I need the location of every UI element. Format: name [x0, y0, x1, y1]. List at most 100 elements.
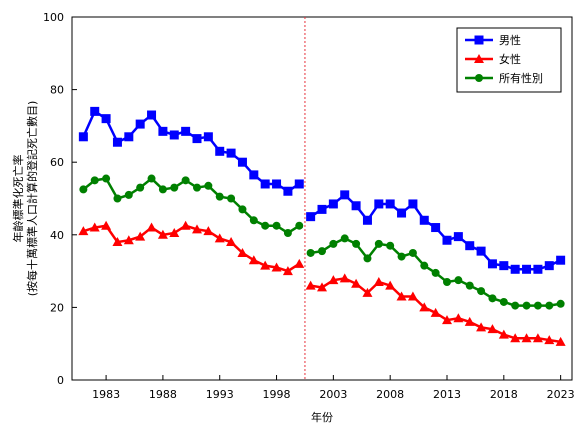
circle-marker	[261, 221, 270, 230]
y-tick-label: 20	[50, 301, 64, 314]
circle-marker	[533, 301, 542, 310]
square-marker	[147, 110, 157, 120]
y-tick-label: 0	[57, 374, 64, 387]
triangle-marker	[430, 307, 441, 317]
square-marker	[181, 126, 191, 136]
square-marker	[215, 146, 225, 156]
circle-marker	[545, 301, 554, 310]
triangle-marker	[419, 302, 430, 312]
data-series	[78, 106, 566, 346]
circle-marker	[181, 176, 190, 185]
triangle-marker	[260, 260, 271, 270]
square-marker	[362, 215, 372, 225]
square-marker	[90, 106, 100, 116]
triangle-marker	[214, 233, 225, 243]
y-tick-label: 60	[50, 156, 64, 169]
legend-label: 女性	[499, 52, 521, 66]
circle-marker	[488, 294, 497, 303]
triangle-marker	[282, 266, 293, 276]
x-tick-label: 2013	[433, 388, 461, 401]
square-marker	[294, 179, 304, 189]
square-marker	[158, 126, 168, 136]
triangle-marker	[305, 280, 316, 290]
circle-marker	[113, 194, 122, 203]
x-tick-label: 2003	[319, 388, 347, 401]
y-tick-label: 80	[50, 84, 64, 97]
triangle-marker	[351, 278, 362, 288]
y-axis-title-line: 年齡標準化死亡率	[11, 155, 25, 243]
circle-marker	[522, 301, 531, 310]
axis-ticks: 0 20 40 60 80 100 1983 1988 1993 1998 2003 2008 2013…	[43, 11, 575, 401]
square-marker	[453, 232, 463, 242]
circle-marker	[79, 185, 88, 194]
circle-marker	[170, 183, 179, 192]
series-line	[309, 193, 562, 271]
y-tick-label: 100	[43, 11, 64, 24]
square-marker	[78, 132, 88, 142]
square-marker	[374, 199, 384, 209]
square-marker	[328, 199, 338, 209]
triangle-marker	[226, 237, 237, 247]
circle-marker	[249, 216, 258, 225]
triangle-marker	[294, 258, 305, 268]
triangle-marker	[192, 224, 202, 234]
circle-marker	[374, 239, 383, 248]
square-marker	[474, 35, 484, 45]
triangle-marker	[407, 291, 418, 301]
circle-marker	[397, 252, 406, 261]
circle-marker	[363, 254, 372, 263]
circle-marker	[318, 247, 326, 256]
x-tick-label: 1998	[263, 388, 291, 401]
square-marker	[556, 255, 566, 265]
triangle-marker	[442, 315, 452, 325]
x-tick-label: 1983	[92, 388, 120, 401]
triangle-marker	[89, 222, 100, 232]
x-tick-label: 1988	[149, 388, 177, 401]
circle-marker	[227, 194, 236, 203]
circle-marker	[136, 183, 145, 192]
triangle-marker	[544, 335, 555, 345]
triangle-marker	[396, 291, 407, 301]
circle-marker	[147, 174, 156, 183]
triangle-marker	[487, 324, 498, 334]
square-marker	[419, 215, 429, 225]
square-marker	[351, 201, 361, 211]
triangle-marker	[248, 255, 259, 265]
square-marker	[124, 132, 134, 142]
circle-marker	[283, 228, 292, 237]
triangle-marker	[510, 333, 521, 343]
y-axis-title: 年齡標準化死亡率 (按每十萬標準人口計算的登記死亡數目)	[11, 101, 39, 297]
square-marker	[397, 208, 407, 218]
circle-marker	[386, 241, 395, 250]
triangle-marker	[555, 336, 566, 346]
triangle-marker	[101, 220, 112, 230]
square-marker	[431, 223, 441, 233]
square-marker	[465, 241, 475, 251]
legend-label: 所有性別	[499, 71, 543, 85]
series-line	[82, 109, 300, 193]
square-marker	[544, 261, 554, 271]
y-axis-title-line: (按每十萬標準人口計算的登記死亡數目)	[25, 101, 39, 297]
square-marker	[226, 148, 236, 158]
square-marker	[476, 246, 486, 256]
triangle-marker	[385, 280, 396, 290]
square-marker	[306, 212, 316, 222]
circle-marker	[454, 276, 463, 285]
x-tick-label: 1993	[206, 388, 234, 401]
circle-marker	[102, 174, 111, 183]
circle-marker	[329, 239, 338, 248]
triangle-marker	[123, 235, 134, 245]
triangle-marker	[237, 247, 248, 257]
circle-marker	[340, 234, 349, 243]
triangle-marker	[474, 54, 484, 63]
triangle-marker	[112, 237, 123, 247]
triangle-marker	[169, 227, 180, 237]
circle-marker	[475, 74, 483, 82]
square-marker	[533, 264, 543, 274]
series-2	[78, 220, 566, 346]
square-marker	[169, 130, 179, 140]
square-marker	[522, 264, 532, 274]
triangle-marker	[180, 220, 191, 230]
circle-marker	[238, 205, 247, 214]
